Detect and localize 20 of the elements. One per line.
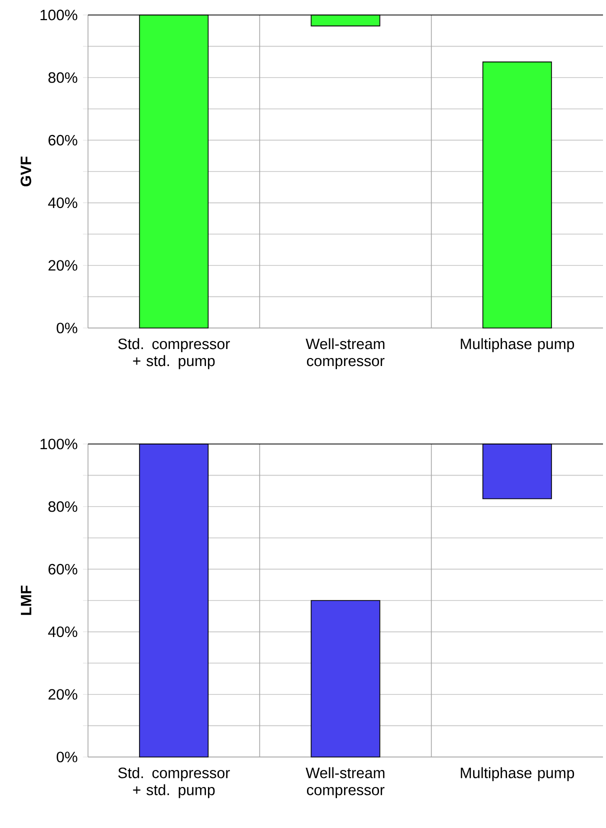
y-tick-label: 40% — [48, 626, 78, 638]
y-tick-label: 0% — [56, 752, 78, 762]
x-tick-label: Well-stream compressor — [306, 338, 384, 370]
y-axis-title: GVF — [20, 156, 32, 186]
y-axis-title: LMF — [20, 586, 32, 615]
x-tick-label: Multiphase pump — [460, 767, 574, 782]
y-tick-label: 80% — [48, 501, 78, 512]
y-tick-label: 40% — [48, 197, 78, 208]
y-tick-label: 80% — [48, 72, 78, 83]
y-tick-label: 0% — [56, 322, 78, 334]
y-tick-label: 60% — [48, 134, 78, 146]
y-tick-label: 20% — [48, 689, 78, 700]
y-tick-label: 20% — [48, 260, 78, 271]
x-tick-label: Std. compressor + std. pump — [118, 338, 230, 370]
x-tick-label: Multiphase pump — [460, 338, 574, 352]
y-tick-label: 100% — [40, 438, 78, 450]
y-tick-label: 60% — [48, 564, 78, 574]
y-tick-label: 100% — [40, 10, 78, 20]
x-tick-label: Std. compressor + std. pump — [118, 767, 230, 798]
x-tick-label: Well-stream compressor — [306, 767, 384, 798]
